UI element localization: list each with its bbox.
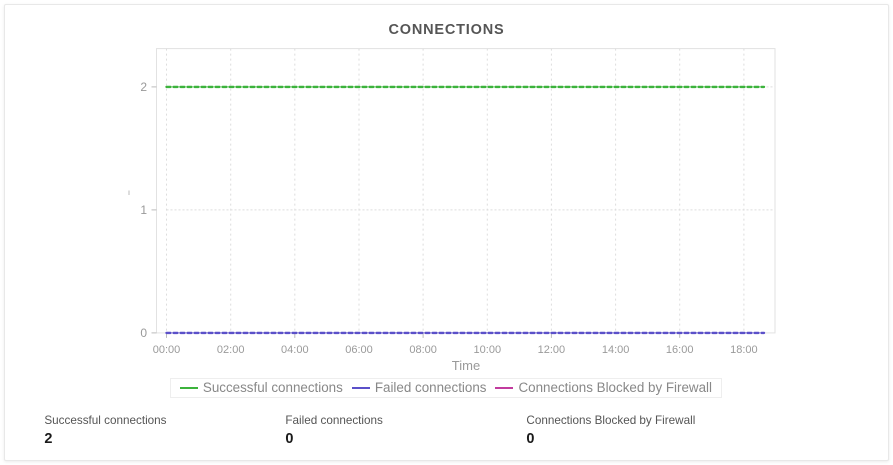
- svg-text:08:00: 08:00: [409, 344, 437, 356]
- svg-text:14:00: 14:00: [602, 344, 630, 356]
- svg-text:16:00: 16:00: [666, 344, 694, 356]
- svg-text:1: 1: [140, 203, 147, 217]
- svg-text:02:00: 02:00: [217, 344, 245, 356]
- svg-text:Time: Time: [452, 358, 480, 373]
- svg-text:12:00: 12:00: [538, 344, 566, 356]
- svg-text:2: 2: [140, 80, 147, 94]
- svg-text:04:00: 04:00: [281, 344, 309, 356]
- svg-text:0: 0: [140, 326, 147, 340]
- svg-text:18:00: 18:00: [730, 344, 758, 356]
- svg-text:00:00: 00:00: [153, 344, 181, 356]
- svg-text:06:00: 06:00: [345, 344, 373, 356]
- svg-text:10:00: 10:00: [474, 344, 502, 356]
